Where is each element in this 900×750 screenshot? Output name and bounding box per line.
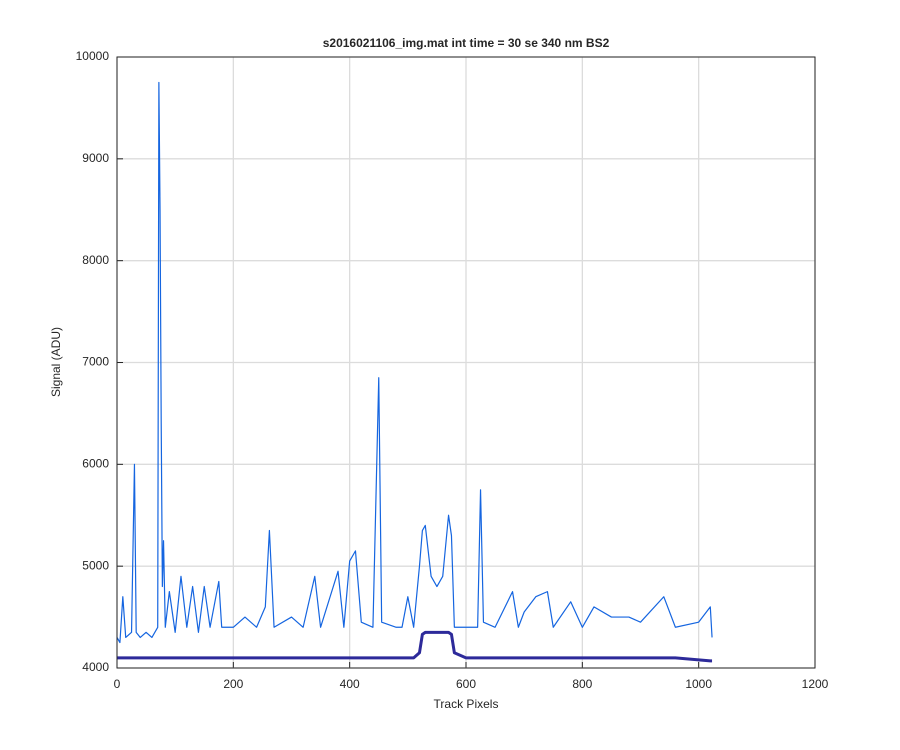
x-tick-label: 600 (456, 677, 476, 691)
chart-title: s2016021106_img.mat int time = 30 se 340… (323, 36, 610, 50)
x-tick-label: 1200 (802, 677, 829, 691)
x-tick-label: 800 (572, 677, 592, 691)
y-tick-label: 6000 (82, 457, 109, 471)
x-axis-label: Track Pixels (434, 697, 499, 711)
x-tick-label: 0 (114, 677, 121, 691)
y-tick-label: 10000 (76, 49, 110, 63)
y-tick-label: 4000 (82, 660, 109, 674)
x-tick-label: 1000 (685, 677, 712, 691)
plot-frame (116, 56, 816, 669)
series-line (117, 630, 713, 663)
y-tick-label: 8000 (82, 253, 109, 267)
y-tick-label: 9000 (82, 151, 109, 165)
x-tick-label: 200 (223, 677, 243, 691)
y-axis-label: Signal (ADU) (49, 327, 63, 397)
y-tick-label: 7000 (82, 355, 109, 369)
y-tick-label: 5000 (82, 558, 109, 572)
x-tick-label: 400 (340, 677, 360, 691)
series-line (116, 81, 713, 644)
